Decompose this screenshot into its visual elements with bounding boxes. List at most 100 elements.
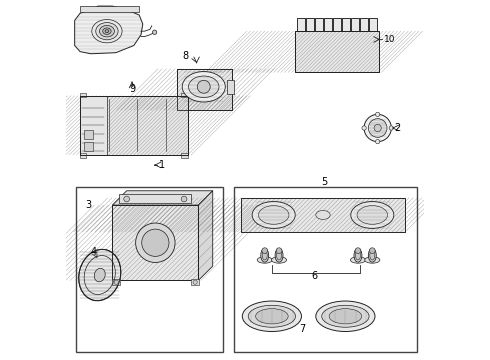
- Bar: [360, 18, 368, 31]
- Bar: [80, 6, 139, 12]
- Circle shape: [362, 126, 366, 130]
- Ellipse shape: [271, 257, 287, 263]
- Bar: [112, 279, 120, 285]
- Bar: [297, 18, 305, 31]
- Circle shape: [375, 112, 380, 117]
- Bar: [333, 18, 341, 31]
- Bar: [181, 153, 188, 158]
- Ellipse shape: [355, 251, 361, 260]
- Bar: [177, 69, 232, 110]
- Bar: [76, 187, 223, 352]
- Ellipse shape: [329, 309, 362, 324]
- Text: 6: 6: [311, 271, 317, 281]
- Text: 7: 7: [299, 324, 305, 334]
- Ellipse shape: [354, 248, 362, 262]
- Ellipse shape: [262, 251, 267, 260]
- Ellipse shape: [350, 257, 366, 263]
- Bar: [120, 194, 191, 203]
- Circle shape: [124, 196, 129, 202]
- Bar: [80, 96, 107, 155]
- Circle shape: [181, 196, 187, 202]
- Text: 2: 2: [394, 123, 400, 133]
- Bar: [333, 18, 341, 31]
- Bar: [368, 18, 377, 31]
- Ellipse shape: [256, 309, 288, 324]
- Ellipse shape: [92, 19, 122, 43]
- Bar: [342, 18, 350, 31]
- Bar: [84, 142, 93, 151]
- Bar: [351, 18, 359, 31]
- Bar: [177, 69, 232, 110]
- Bar: [368, 18, 377, 31]
- Text: 4: 4: [91, 247, 97, 257]
- Ellipse shape: [316, 211, 330, 220]
- Ellipse shape: [261, 248, 269, 262]
- Ellipse shape: [357, 206, 388, 224]
- Text: 8: 8: [183, 51, 189, 61]
- Polygon shape: [74, 6, 143, 54]
- Polygon shape: [198, 191, 213, 280]
- Bar: [342, 18, 350, 31]
- Bar: [351, 18, 359, 31]
- Ellipse shape: [370, 251, 375, 260]
- Ellipse shape: [252, 202, 295, 228]
- Polygon shape: [112, 191, 213, 205]
- Ellipse shape: [99, 26, 114, 37]
- Bar: [191, 279, 199, 285]
- Bar: [295, 31, 379, 72]
- Ellipse shape: [243, 301, 301, 332]
- Ellipse shape: [276, 251, 282, 260]
- Ellipse shape: [316, 301, 375, 332]
- Circle shape: [136, 223, 175, 262]
- Ellipse shape: [105, 30, 109, 33]
- Text: 5: 5: [321, 177, 327, 187]
- Bar: [324, 18, 332, 31]
- Bar: [360, 18, 368, 31]
- Bar: [80, 93, 87, 97]
- Circle shape: [368, 119, 387, 137]
- Bar: [324, 18, 332, 31]
- Ellipse shape: [182, 72, 225, 102]
- Circle shape: [114, 280, 119, 284]
- Bar: [234, 187, 417, 352]
- Circle shape: [355, 248, 361, 253]
- Bar: [295, 31, 379, 72]
- Ellipse shape: [258, 206, 289, 224]
- Ellipse shape: [257, 257, 272, 263]
- Bar: [227, 80, 234, 94]
- Ellipse shape: [248, 305, 295, 327]
- Text: 3: 3: [85, 200, 92, 210]
- Ellipse shape: [79, 249, 121, 301]
- Ellipse shape: [94, 268, 105, 282]
- Ellipse shape: [275, 248, 283, 262]
- Circle shape: [193, 280, 197, 284]
- Ellipse shape: [365, 257, 380, 263]
- Circle shape: [369, 248, 375, 253]
- Ellipse shape: [368, 248, 376, 262]
- Ellipse shape: [189, 76, 219, 98]
- Bar: [242, 198, 405, 232]
- Circle shape: [142, 229, 169, 256]
- Circle shape: [152, 30, 157, 35]
- Text: 1: 1: [159, 160, 165, 170]
- Bar: [80, 96, 188, 155]
- Ellipse shape: [103, 28, 111, 35]
- Circle shape: [374, 125, 381, 132]
- Bar: [80, 153, 87, 158]
- Bar: [177, 69, 232, 110]
- Bar: [84, 130, 93, 139]
- Bar: [306, 18, 314, 31]
- Circle shape: [276, 248, 282, 253]
- Bar: [315, 18, 323, 31]
- Circle shape: [389, 126, 393, 130]
- Bar: [242, 198, 405, 232]
- Bar: [112, 205, 198, 280]
- Ellipse shape: [351, 202, 394, 228]
- Circle shape: [364, 114, 392, 141]
- Bar: [306, 18, 314, 31]
- Ellipse shape: [322, 305, 369, 327]
- Circle shape: [197, 80, 210, 93]
- Bar: [315, 18, 323, 31]
- Bar: [112, 205, 198, 280]
- Text: 10: 10: [384, 35, 395, 44]
